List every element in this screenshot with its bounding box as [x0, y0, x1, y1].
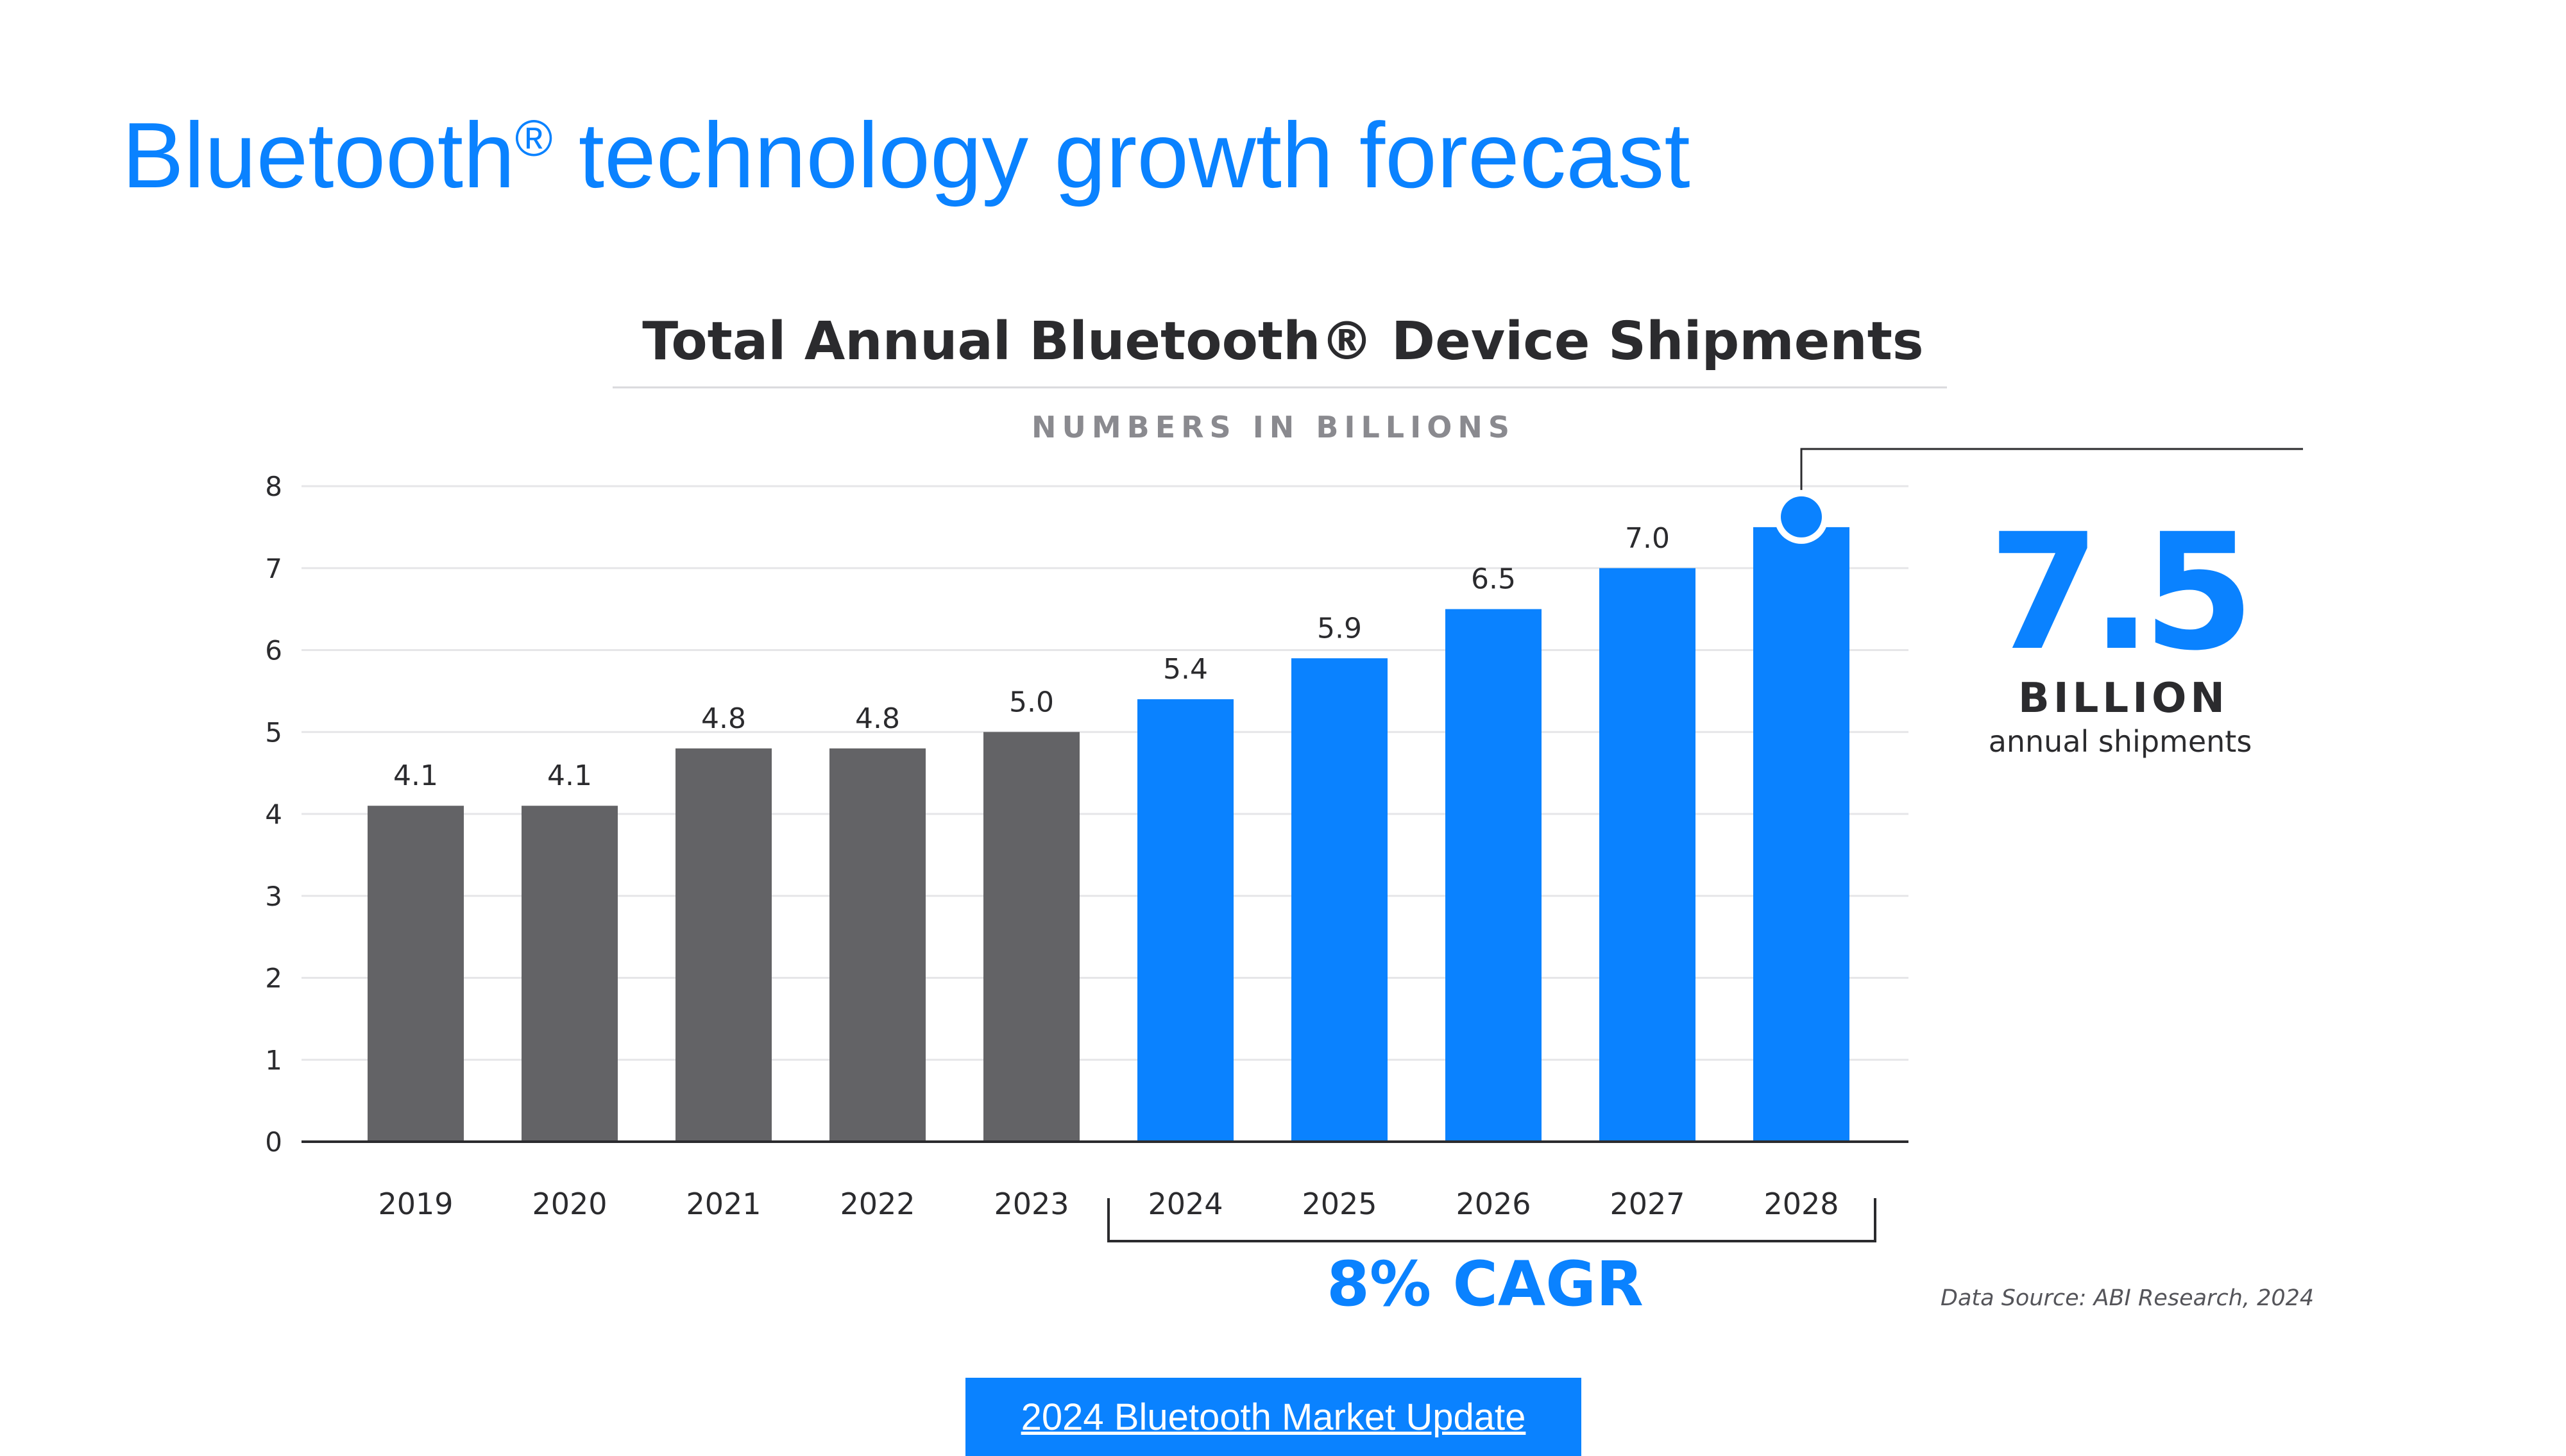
x-tick-label: 2020 — [532, 1187, 607, 1221]
chart-subtitle: NUMBERS IN BILLIONS — [1032, 410, 1515, 444]
slide-title-main: Bluetooth — [122, 103, 515, 207]
cagr-label: 8% CAGR — [1327, 1248, 1644, 1320]
highlight-value: 7.5 — [1989, 499, 2246, 686]
bars — [368, 527, 1849, 1142]
bar-2026 — [1445, 609, 1542, 1142]
x-tick-label: 2027 — [1610, 1187, 1685, 1221]
x-tick-label: 2026 — [1456, 1187, 1531, 1221]
x-tick-label: 2021 — [686, 1187, 761, 1221]
callout-dot — [1781, 496, 1822, 538]
x-tick-label: 2019 — [378, 1187, 453, 1221]
registered-mark: ® — [514, 110, 553, 167]
data-label: 7.0 — [1625, 522, 1670, 555]
y-axis: 0 1 2 3 4 5 6 7 8 — [265, 471, 282, 1158]
bar-2025 — [1291, 658, 1388, 1142]
data-label: 5.4 — [1163, 653, 1208, 686]
y-tick-label: 6 — [265, 635, 282, 666]
x-tick-label: 2028 — [1763, 1187, 1839, 1221]
highlight-caption: annual shipments — [1989, 724, 2252, 759]
y-tick-label: 2 — [265, 963, 282, 994]
x-axis: 2019 2020 2021 2022 2023 2024 2025 2026 2027 2028 — [378, 1187, 1839, 1221]
y-tick-label: 8 — [265, 471, 282, 502]
y-tick-label: 0 — [265, 1126, 282, 1158]
data-label: 4.8 — [701, 702, 746, 735]
y-tick-label: 7 — [265, 553, 282, 584]
x-tick-label: 2024 — [1148, 1187, 1223, 1221]
data-label: 4.1 — [547, 759, 592, 792]
data-label: 5.9 — [1317, 612, 1362, 645]
bar-2021 — [675, 748, 772, 1142]
y-tick-label: 5 — [265, 716, 282, 748]
data-label: 4.8 — [855, 702, 900, 735]
cagr-bracket — [1107, 1198, 1876, 1242]
market-update-link[interactable]: 2024 Bluetooth Market Update — [965, 1378, 1581, 1456]
bar-2019 — [368, 806, 464, 1142]
x-tick-label: 2023 — [994, 1187, 1069, 1221]
bar-2020 — [522, 806, 618, 1142]
data-label: 4.1 — [393, 759, 438, 792]
y-tick-label: 4 — [265, 799, 282, 830]
data-labels: 4.1 4.1 4.8 4.8 5.0 5.4 5.9 6.5 7.0 — [393, 522, 1670, 792]
bar-2022 — [829, 748, 926, 1142]
highlight-unit: BILLION — [2018, 675, 2229, 722]
bar-2023 — [983, 732, 1080, 1142]
data-label: 6.5 — [1471, 563, 1516, 596]
bar-2028 — [1753, 527, 1849, 1142]
x-tick-label: 2022 — [840, 1187, 915, 1221]
chart-title: Total Annual Bluetooth® Device Shipments — [642, 311, 1923, 372]
y-tick-label: 1 — [265, 1044, 282, 1076]
x-tick-label: 2025 — [1302, 1187, 1377, 1221]
y-tick-label: 3 — [265, 881, 282, 912]
data-label: 5.0 — [1009, 686, 1054, 718]
bar-2024 — [1137, 699, 1234, 1142]
data-source: Data Source: ABI Research, 2024 — [1941, 1285, 2314, 1311]
callout — [1774, 448, 2303, 544]
slide-title: Bluetooth® technology growth forecast — [122, 109, 1690, 202]
bar-2027 — [1599, 568, 1695, 1142]
slide-title-rest: technology growth forecast — [552, 103, 1690, 207]
